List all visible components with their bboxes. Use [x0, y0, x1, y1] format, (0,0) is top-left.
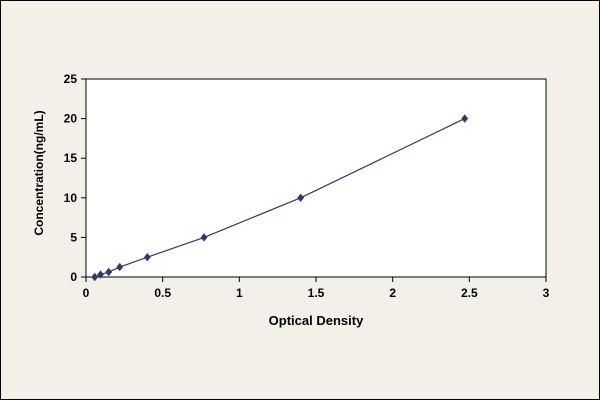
x-tick-label: 3: [543, 286, 550, 300]
x-tick-label: 2.5: [461, 286, 478, 300]
x-tick-label: 0.5: [154, 286, 171, 300]
x-tick-label: 1.5: [308, 286, 325, 300]
y-axis-title: Concentration(ng/mL): [32, 110, 46, 236]
y-tick-label: 5: [70, 230, 77, 244]
y-tick-label: 0: [70, 270, 77, 284]
x-tick-label: 0: [83, 286, 90, 300]
x-axis-title: Optical Density: [268, 313, 364, 328]
x-tick-label: 1: [236, 286, 243, 300]
data-point-marker: [91, 272, 99, 282]
x-tick-label: 2: [389, 286, 396, 300]
y-tick-label: 15: [64, 151, 78, 165]
data-point-marker: [297, 193, 305, 202]
data-point-marker: [97, 270, 104, 279]
data-point-marker: [461, 114, 469, 123]
data-point-marker: [105, 267, 113, 277]
data-point-marker: [143, 253, 151, 262]
data-point-marker: [116, 262, 124, 272]
y-tick-label: 20: [64, 112, 78, 126]
y-tick-label: 10: [64, 191, 78, 205]
data-point-marker: [200, 233, 208, 242]
y-tick-label: 25: [64, 72, 78, 86]
plot-area: [85, 78, 547, 278]
